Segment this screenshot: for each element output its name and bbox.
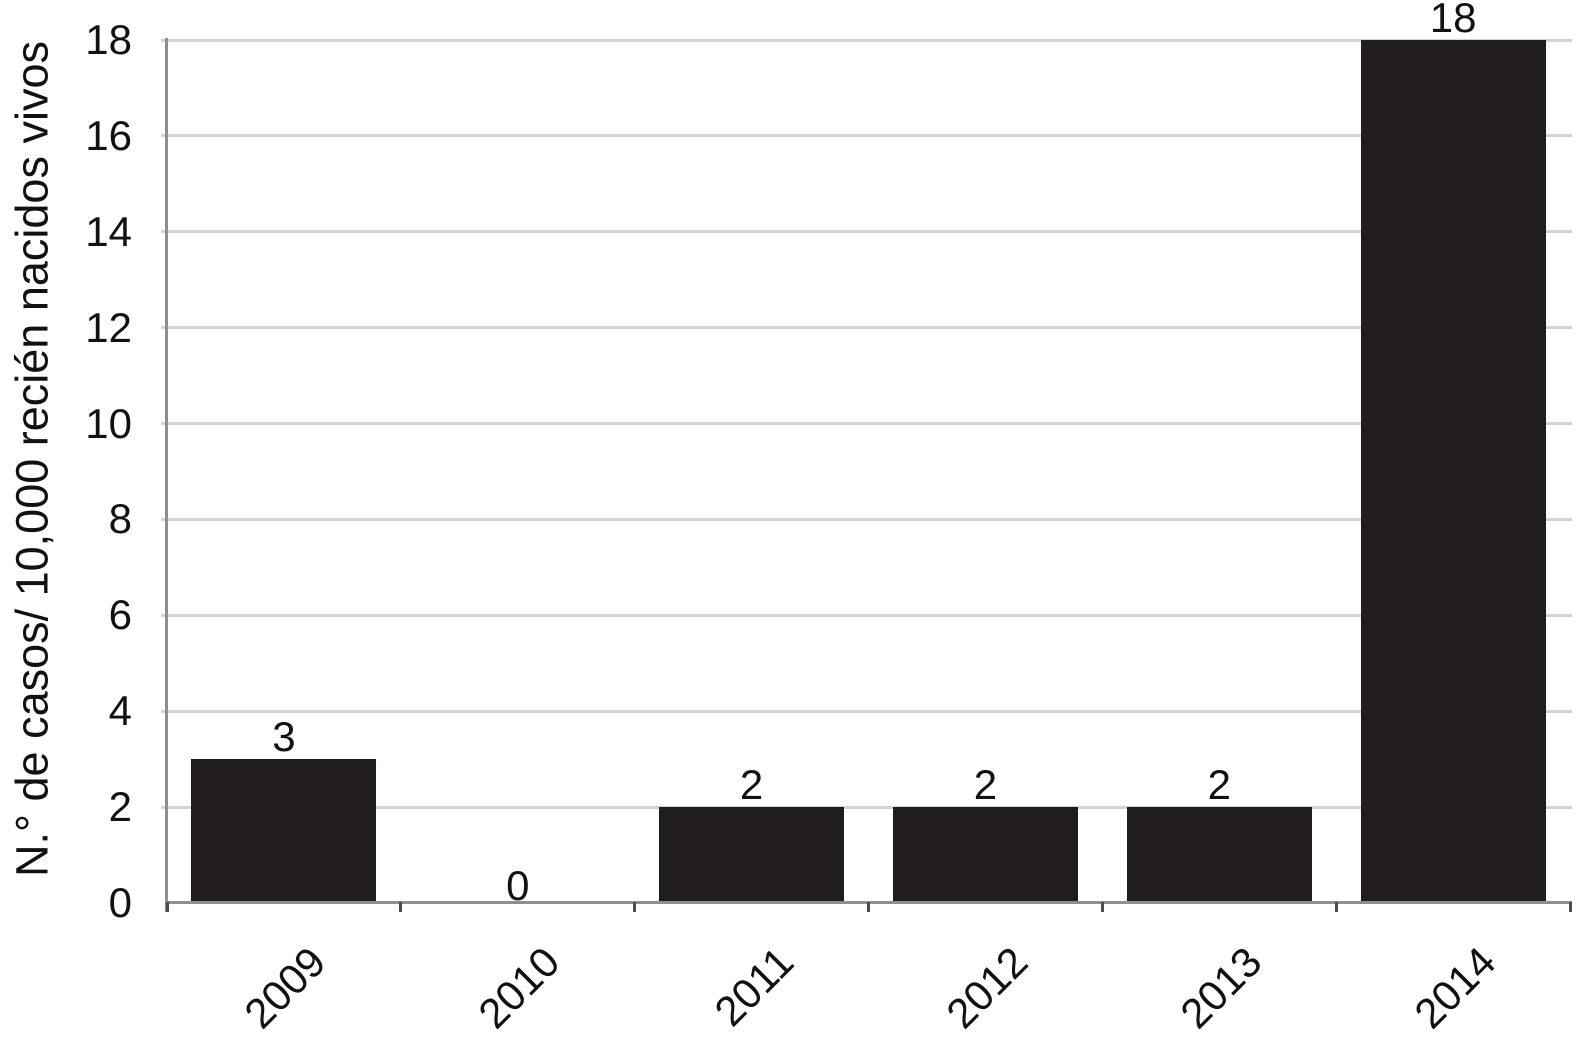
gridline (161, 709, 1572, 713)
bar-2013 (1126, 807, 1312, 902)
x-axis-tick (633, 902, 637, 912)
x-axis-tick (1568, 902, 1572, 912)
bar-value-label: 2 (739, 761, 764, 809)
x-axis-tick (1334, 902, 1338, 912)
y-tick-label: 0 (108, 879, 132, 926)
bar-2012 (892, 807, 1078, 902)
bar-value-label: 2 (1207, 761, 1231, 809)
x-tick-label-2012: 2012 (937, 937, 1037, 1038)
y-tick-label: 10 (85, 399, 132, 447)
y-tick-label: 18 (85, 16, 132, 63)
gridline (161, 326, 1572, 330)
x-tick-label-2014: 2014 (1404, 937, 1505, 1038)
x-tick-label-2010: 2010 (469, 937, 569, 1038)
bar-value-label: 2 (973, 761, 998, 809)
x-tick-label-2009: 2009 (235, 937, 336, 1038)
y-tick-label: 14 (85, 207, 132, 255)
gridline (161, 422, 1572, 426)
bar-2009 (191, 759, 377, 902)
y-tick-label: 6 (108, 591, 132, 639)
y-tick-label: 2 (108, 783, 132, 831)
bar-2014 (1360, 40, 1546, 902)
x-axis-tick (165, 902, 169, 912)
gridline (161, 517, 1572, 521)
x-tick-label-2013: 2013 (1171, 937, 1271, 1038)
gridline (161, 613, 1572, 617)
gridline (161, 134, 1572, 138)
y-tick-label: 16 (85, 111, 132, 159)
y-tick-label: 8 (108, 495, 132, 543)
bar-value-label: 3 (272, 713, 296, 761)
x-axis-tick (1100, 902, 1104, 912)
y-tick-label: 12 (85, 303, 132, 351)
bar-value-label: 18 (1429, 0, 1477, 41)
bar-2011 (659, 807, 845, 902)
gridline (161, 230, 1572, 234)
gridline (161, 805, 1572, 809)
y-tick-label: 4 (108, 687, 132, 735)
x-axis-tick (399, 902, 403, 912)
x-tick-label-2011: 2011 (705, 937, 803, 1035)
y-axis-line (165, 38, 168, 912)
x-axis-tick (867, 902, 870, 912)
gridline (161, 38, 1572, 42)
bar-value-label: 0 (506, 862, 530, 909)
